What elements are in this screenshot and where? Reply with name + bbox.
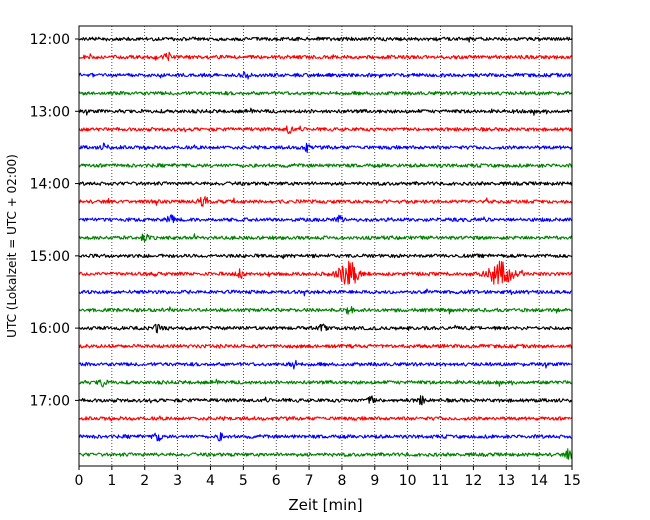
- trace-row-1430: [78, 214, 573, 224]
- trace-row-1730: [78, 432, 573, 442]
- x-tick-label: 0: [75, 473, 84, 489]
- trace-row-1315: [78, 125, 573, 135]
- trace-row-1245: [78, 90, 573, 96]
- trace-row-1745: [78, 448, 573, 460]
- y-axis-label: UTC (Lokalzeit = UTC + 02:00): [5, 154, 19, 338]
- trace-row-1230: [78, 71, 573, 80]
- trace-row-1415: [78, 195, 573, 207]
- x-axis-label: Zeit [min]: [288, 496, 362, 514]
- x-tick-label: 3: [173, 473, 182, 489]
- y-tick-label: 12:00: [30, 32, 70, 48]
- x-tick-label: 6: [272, 473, 281, 489]
- x-tick-label: 12: [464, 473, 482, 489]
- trace-row-1500: [78, 253, 573, 260]
- x-tick-label: 14: [530, 473, 548, 489]
- trace-row-1630: [78, 359, 573, 370]
- trace-row-1215: [78, 51, 573, 62]
- trace-row-1615: [78, 343, 573, 349]
- trace-row-1645: [78, 378, 573, 388]
- y-tick-label: 15:00: [30, 249, 70, 265]
- x-tick-label: 9: [370, 473, 379, 489]
- y-tick-label: 16:00: [30, 321, 70, 337]
- trace-row-1445: [78, 233, 573, 243]
- trace-row-1600: [78, 323, 573, 334]
- trace-row-1345: [78, 163, 573, 168]
- x-tick-label: 4: [206, 473, 215, 489]
- x-tick-label: 1: [107, 473, 116, 489]
- x-axis-ticks: 0 1 2 3 4 5 6 7 8 9 10 11 12 13 14 15: [75, 466, 581, 489]
- y-tick-label: 17:00: [30, 393, 70, 409]
- trace-row-1200: [78, 36, 573, 43]
- trace-row-1715: [78, 415, 573, 422]
- trace-row-1400: [78, 181, 573, 186]
- x-tick-label: 15: [563, 473, 581, 489]
- trace-row-1330: [78, 142, 573, 154]
- x-tick-label: 10: [399, 473, 417, 489]
- y-axis-ticks: 12:00 13:00 14:00 15:00 16:00 17:00: [30, 32, 79, 409]
- y-tick-label: 13:00: [30, 104, 70, 120]
- plot-frame: [78, 25, 573, 467]
- trace-row-1545: [78, 306, 573, 315]
- trace-rows: [78, 36, 573, 460]
- x-tick-label: 7: [305, 473, 314, 489]
- x-tick-label: 8: [337, 473, 346, 489]
- trace-row-1530: [78, 288, 573, 297]
- y-tick-label: 14:00: [30, 177, 70, 193]
- x-tick-label: 5: [239, 473, 248, 489]
- trace-row-1515: [78, 260, 573, 285]
- x-tick-label: 11: [432, 473, 450, 489]
- x-tick-label: 13: [497, 473, 515, 489]
- x-tick-label: 2: [140, 473, 149, 489]
- trace-row-1300: [78, 107, 573, 116]
- trace-row-1700: [78, 395, 573, 406]
